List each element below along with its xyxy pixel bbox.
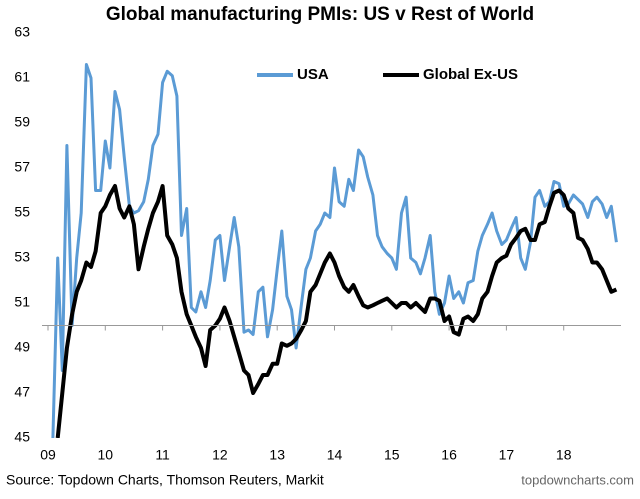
- x-tick-label: 14: [327, 447, 343, 463]
- x-tick-label: 09: [40, 447, 56, 463]
- plot-area: [51, 63, 618, 438]
- legend-label: Global Ex-US: [423, 66, 518, 83]
- chart-title: Global manufacturing PMIs: US v Rest of …: [106, 4, 534, 25]
- x-tick-label: 17: [499, 447, 515, 463]
- y-tick-label: 59: [14, 114, 30, 130]
- y-tick-label: 45: [14, 429, 30, 445]
- x-tick-label: 15: [384, 447, 400, 463]
- x-tick-label: 18: [556, 447, 572, 463]
- y-tick-label: 51: [14, 294, 30, 310]
- x-tick-label: 11: [155, 447, 170, 463]
- x-tick-label: 12: [212, 447, 228, 463]
- y-tick-label: 57: [14, 159, 30, 175]
- y-tick-label: 63: [14, 24, 30, 40]
- y-tick-label: 47: [14, 384, 30, 400]
- y-tick-label: 49: [14, 339, 30, 355]
- legend-label: USA: [297, 66, 329, 83]
- x-tick-label: 13: [269, 447, 285, 463]
- series-line: [55, 184, 618, 438]
- y-tick-label: 53: [14, 249, 30, 265]
- y-tick-label: 55: [14, 204, 30, 220]
- x-tick-label: 10: [98, 447, 114, 463]
- watermark: topdowncharts.com: [521, 472, 634, 487]
- series-line: [51, 63, 618, 438]
- x-tick-label: 16: [441, 447, 457, 463]
- y-tick-label: 61: [14, 69, 30, 85]
- source: Source: Topdown Charts, Thomson Reuters,…: [6, 472, 324, 488]
